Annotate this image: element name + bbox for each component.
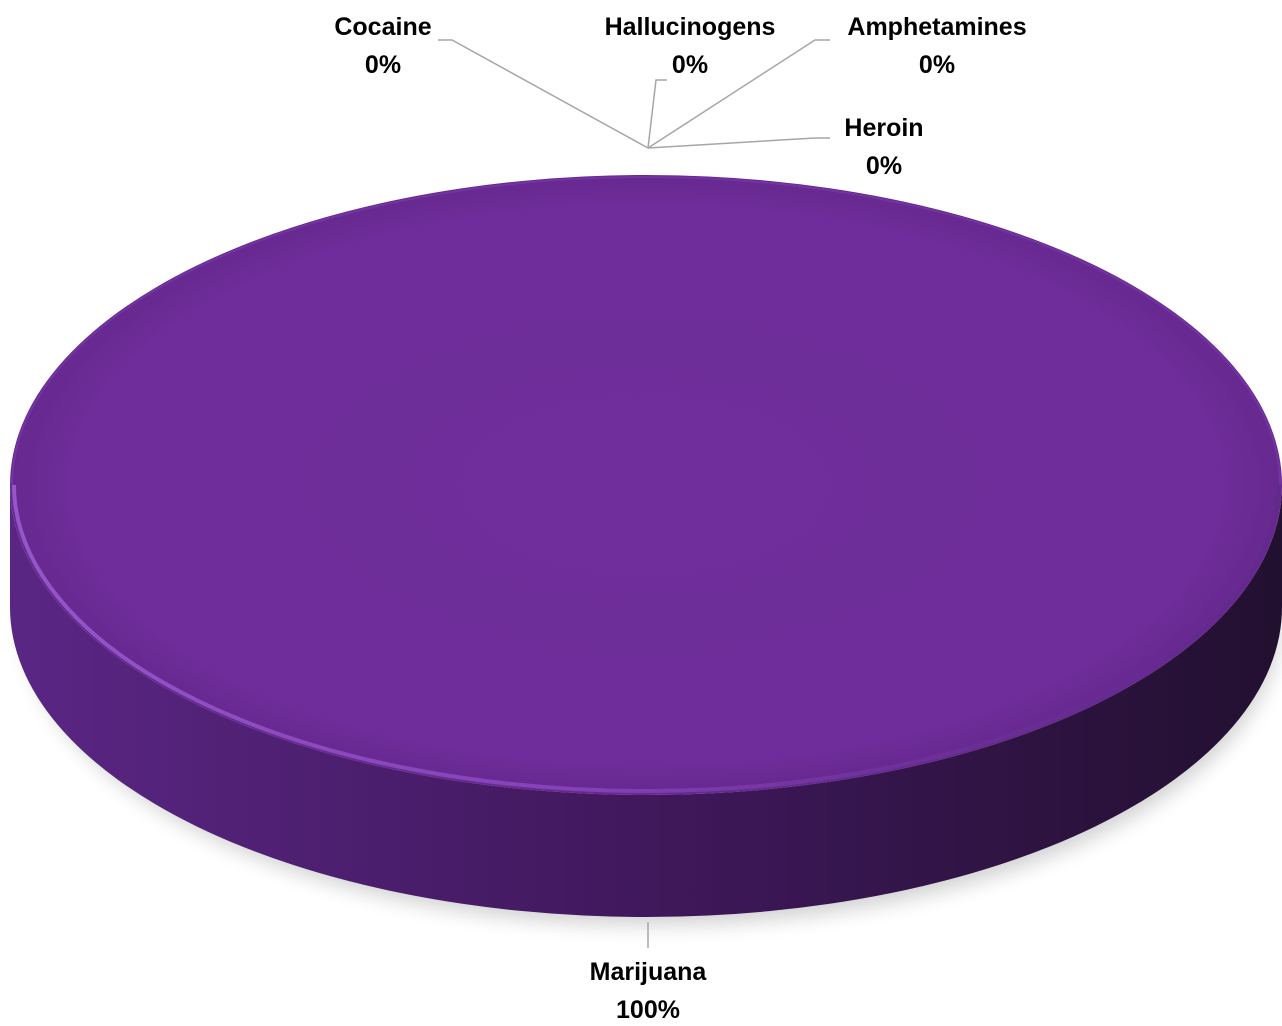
label-percent-heroin: 0%	[866, 152, 902, 180]
pie-rim-highlight	[12, 484, 1280, 793]
label-name-cocaine: Cocaine	[334, 13, 431, 41]
label-name-marijuana: Marijuana	[590, 958, 708, 986]
data-label-heroin: Heroin 0%	[844, 114, 923, 180]
data-label-amphetamines: Amphetamines 0%	[847, 13, 1026, 79]
leader-line-heroin	[647, 137, 830, 149]
leader-line-hallucinogens	[647, 79, 667, 149]
label-name-amphetamines: Amphetamines	[847, 13, 1026, 41]
data-label-cocaine: Cocaine 0%	[334, 13, 431, 79]
data-labels: Marijuana100%Cocaine0%Hallucinogens0%Amp…	[334, 13, 1026, 1024]
label-name-heroin: Heroin	[844, 114, 923, 142]
label-percent-cocaine: 0%	[365, 51, 401, 79]
label-percent-hallucinogens: 0%	[672, 51, 708, 79]
pie-rim-back	[11, 176, 1281, 486]
pie-side-wall	[10, 485, 1282, 917]
leader-line-cocaine	[438, 39, 649, 149]
leader-lines	[438, 39, 830, 948]
label-percent-amphetamines: 0%	[919, 51, 955, 79]
data-label-hallucinogens: Hallucinogens 0%	[605, 13, 776, 79]
pie-slice-marijuana	[10, 175, 1282, 795]
label-percent-marijuana: 100%	[616, 996, 680, 1024]
leader-line-amphetamines	[647, 39, 830, 149]
pie-body	[10, 175, 1282, 925]
label-name-hallucinogens: Hallucinogens	[605, 13, 776, 41]
data-label-marijuana: Marijuana 100%	[590, 958, 708, 1024]
